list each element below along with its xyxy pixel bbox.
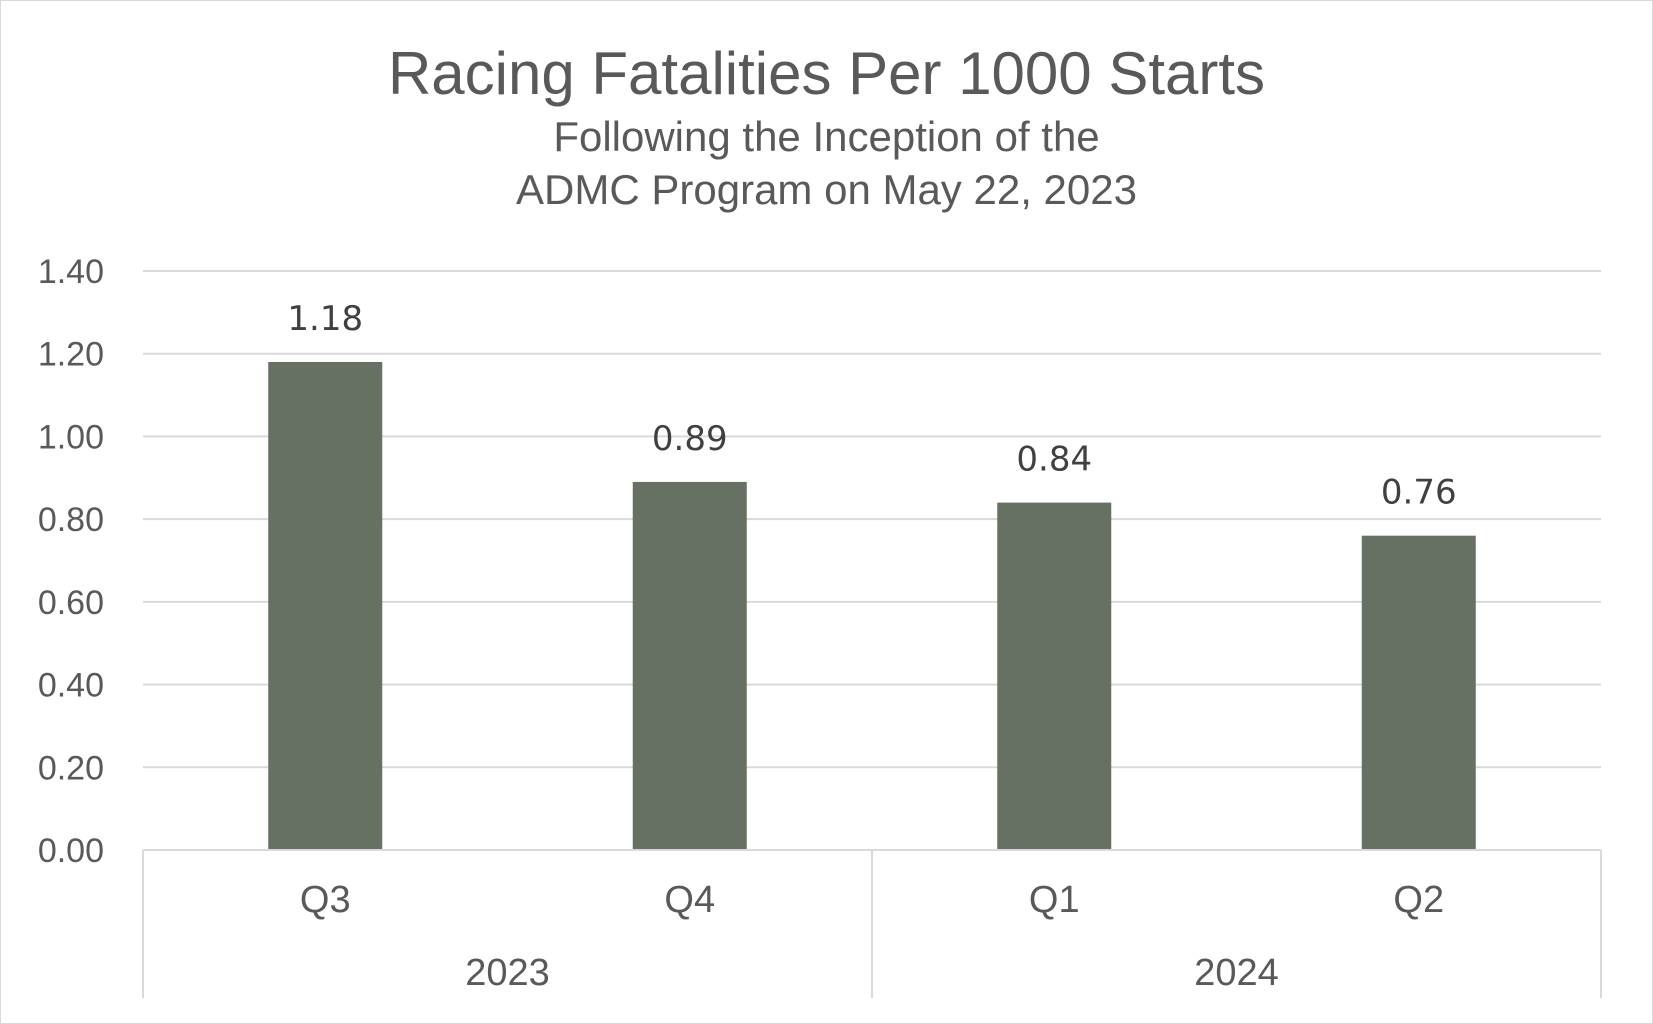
y-tick-label: 0.60 xyxy=(38,584,104,622)
x-category-label: Q2 xyxy=(1393,879,1444,921)
data-label: 0.84 xyxy=(1016,440,1092,480)
x-category-label: Q4 xyxy=(664,879,715,921)
y-tick-label: 1.20 xyxy=(38,336,104,374)
x-group-label: 2024 xyxy=(1194,952,1279,994)
y-tick-label: 1.00 xyxy=(38,418,104,456)
data-label: 1.18 xyxy=(287,299,363,339)
chart-title: Racing Fatalities Per 1000 Starts xyxy=(387,40,1266,107)
y-tick-label: 0.80 xyxy=(38,501,104,539)
x-category-label: Q1 xyxy=(1029,879,1080,921)
y-tick-label: 0.20 xyxy=(38,749,104,787)
bar-q4 xyxy=(632,481,747,850)
chart-subtitle-line-2: ADMC Program on May 22, 2023 xyxy=(516,166,1137,213)
x-category-label: Q3 xyxy=(300,879,351,921)
bar-q2 xyxy=(1361,535,1476,850)
bar-q3 xyxy=(268,361,383,850)
x-group-label: 2023 xyxy=(465,952,550,994)
y-tick-label: 1.40 xyxy=(38,253,104,291)
data-label: 0.89 xyxy=(652,419,728,459)
data-label: 0.76 xyxy=(1381,473,1457,513)
bar-q1 xyxy=(997,502,1112,850)
y-tick-label: 0.40 xyxy=(38,667,104,705)
y-tick-label: 0.00 xyxy=(38,832,104,870)
chart-subtitle-line-1: Following the Inception of the xyxy=(553,113,1100,160)
